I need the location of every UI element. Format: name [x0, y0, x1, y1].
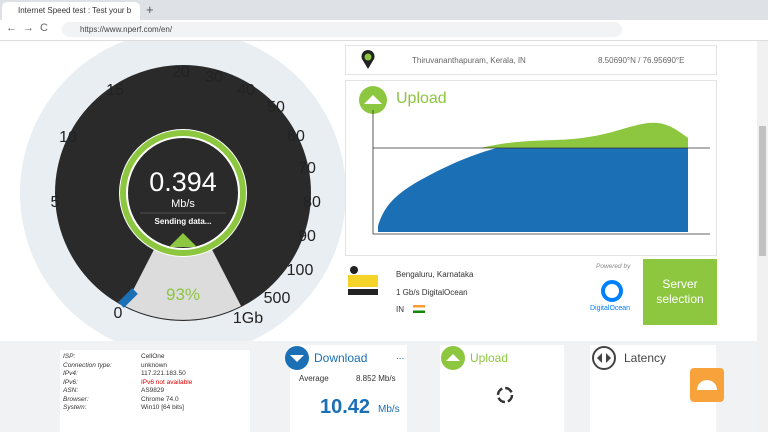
- info-value: Win10 [64 bits]: [141, 404, 184, 411]
- info-value: IPv6 not available: [141, 378, 193, 386]
- info-row: Connection type: unknown: [63, 362, 245, 371]
- scale-label: 60: [287, 128, 305, 145]
- average-label: Average: [299, 374, 329, 383]
- info-value: unknown: [141, 361, 168, 369]
- server-selection-button[interactable]: Server selection: [643, 259, 717, 325]
- server-country: IN: [396, 305, 404, 314]
- tab-bar: [0, 0, 768, 20]
- server-icon: [348, 266, 378, 295]
- scale-label: 15: [106, 82, 124, 99]
- gauge-center: [128, 138, 238, 248]
- sponsor-name: DigitalOcean: [590, 305, 631, 312]
- location-coordinates: 8.50690°N / 76.95690°E: [598, 56, 685, 65]
- current-value: 10.42: [320, 396, 371, 418]
- download-title: Download: [314, 351, 368, 365]
- info-row: ISP: CellOne: [63, 353, 245, 362]
- scale-label: 50: [267, 99, 285, 116]
- info-row: IPv4: 117.221.183.50: [63, 370, 245, 379]
- latency-title: Latency: [624, 351, 667, 365]
- download-more[interactable]: ...: [396, 351, 405, 362]
- gauge: 0.394 Mb/s Sending data... 93% 0 5 10 15 20 3…: [20, 41, 346, 341]
- info-label: ASN:: [63, 387, 79, 394]
- info-value: Chrome 74.0: [141, 395, 179, 403]
- info-value: 117.221.183.50: [141, 370, 186, 377]
- scale-label: 20: [172, 64, 190, 81]
- scale-label: 0: [114, 305, 123, 322]
- speed-unit: Mb/s: [171, 198, 195, 210]
- scrollbar: [757, 41, 768, 432]
- graph-panel: [345, 80, 717, 256]
- info-row: IPv6: IPv6 not available: [63, 379, 245, 388]
- scroll-thumb[interactable]: [759, 126, 766, 256]
- info-row: Browser: Chrome 74.0: [63, 396, 245, 405]
- pin-icon: [361, 50, 375, 69]
- powered-by: Powered by: [596, 263, 631, 270]
- upload-icon: [359, 86, 387, 114]
- url-field[interactable]: https://www.nperf.com/en/: [62, 22, 622, 37]
- info-label: Browser:: [63, 395, 89, 403]
- info-label: System:: [63, 404, 87, 411]
- new-tab-button[interactable]: +: [146, 2, 154, 17]
- scale-label: 1Gb: [233, 310, 263, 327]
- upload-card-icon: [441, 346, 465, 370]
- progress: 93%: [166, 285, 200, 304]
- info-table: ISP: CellOne Connection type: unknown IPv4: 1…: [63, 353, 245, 413]
- scale-label: 10: [59, 129, 77, 146]
- current-unit: Mb/s: [378, 404, 400, 415]
- graph-title: Upload: [396, 90, 447, 107]
- scale-label: 90: [298, 228, 316, 245]
- upload-arrow: [169, 233, 197, 247]
- info-row: ASN: AS9829: [63, 387, 245, 396]
- scale-label: 500: [264, 290, 291, 307]
- scale-label: 30: [205, 69, 223, 86]
- info-panel: ISP: CellOne Connection type: unknown IPv4: 1…: [60, 350, 250, 432]
- upload-graph: [372, 110, 710, 235]
- info-value: CellOne: [141, 353, 165, 360]
- scale-label: 40: [237, 82, 255, 99]
- browser-tab[interactable]: Internet Speed test : Test your b: [2, 2, 140, 20]
- scale-label: 80: [303, 194, 321, 211]
- latency-icon: [592, 346, 616, 370]
- info-label: IPv4:: [63, 370, 78, 377]
- gauge-ring: [120, 130, 246, 256]
- info-label: IPv6:: [63, 378, 78, 386]
- server-provider: 1 Gb/s DigitalOcean: [396, 288, 468, 297]
- scale-label: 5: [51, 194, 60, 211]
- speed-value: 0.394: [149, 167, 217, 197]
- info-label: ISP:: [63, 353, 76, 360]
- loading-spinner: [496, 386, 514, 404]
- location-bar: [345, 45, 717, 75]
- scroll-top-button[interactable]: [690, 368, 724, 402]
- download-card: [290, 345, 407, 432]
- info-row: System: Win10 [64 bits]: [63, 404, 245, 413]
- location-city: Thiruvananthapuram, Kerala, IN: [412, 56, 526, 65]
- average-value: 8.852 Mb/s: [356, 374, 396, 383]
- download-icon: [285, 346, 309, 370]
- info-label: Connection type:: [63, 361, 112, 369]
- flag: [413, 305, 425, 313]
- upload-card-title: Upload: [470, 351, 509, 365]
- server-city: Bengaluru, Karnataka: [396, 270, 474, 279]
- info-value: AS9829: [141, 387, 165, 394]
- status: Sending data...: [155, 217, 212, 226]
- nav-buttons[interactable]: ←→C: [6, 22, 54, 34]
- gauge-progress: [118, 288, 138, 308]
- sponsor-logo: [601, 280, 623, 302]
- scale-label: 100: [287, 262, 314, 279]
- scale-label: 70: [298, 160, 316, 177]
